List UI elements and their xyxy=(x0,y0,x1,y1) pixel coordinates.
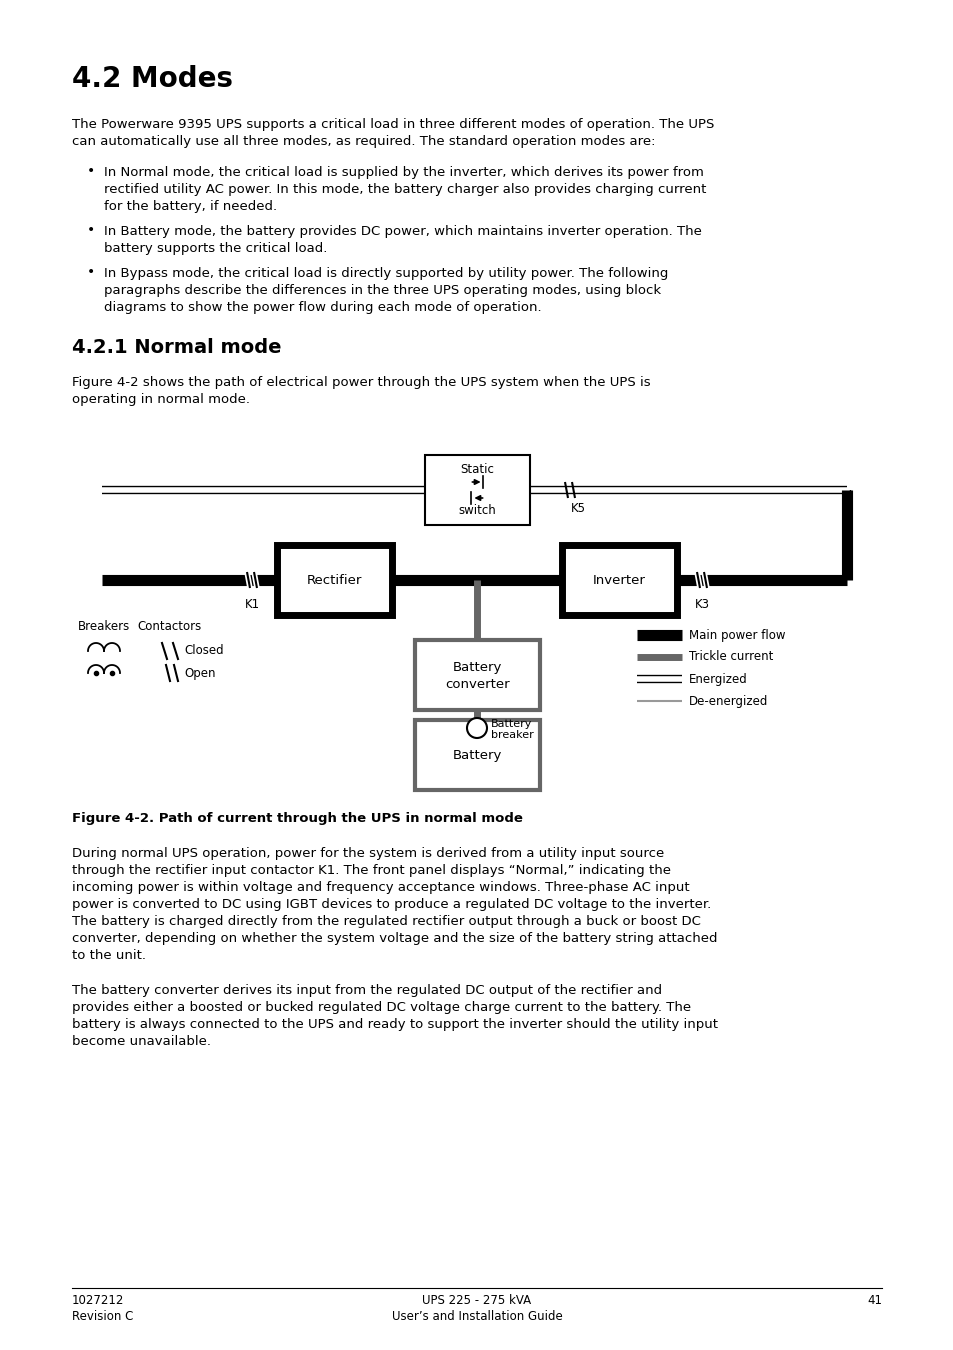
Text: to the unit.: to the unit. xyxy=(71,949,146,963)
Text: battery is always connected to the UPS and ready to support the inverter should : battery is always connected to the UPS a… xyxy=(71,1018,718,1031)
Circle shape xyxy=(467,718,486,738)
Text: In Battery mode, the battery provides DC power, which maintains inverter operati: In Battery mode, the battery provides DC… xyxy=(104,225,701,238)
Text: converter, depending on whether the system voltage and the size of the battery s: converter, depending on whether the syst… xyxy=(71,931,717,945)
Bar xyxy=(276,545,392,616)
Text: Static: Static xyxy=(460,463,494,477)
Text: The battery converter derives its input from the regulated DC output of the rect: The battery converter derives its input … xyxy=(71,984,661,998)
Text: for the battery, if needed.: for the battery, if needed. xyxy=(104,200,276,213)
Text: through the rectifier input contactor K1. The front panel displays “Normal,” ind: through the rectifier input contactor K1… xyxy=(71,864,670,878)
Bar xyxy=(415,640,539,710)
Text: rectified utility AC power. In this mode, the battery charger also provides char: rectified utility AC power. In this mode… xyxy=(104,184,705,196)
Text: De-energized: De-energized xyxy=(688,694,767,707)
Text: battery supports the critical load.: battery supports the critical load. xyxy=(104,242,327,255)
Text: 4.2 Modes: 4.2 Modes xyxy=(71,65,233,93)
Text: The battery is charged directly from the regulated rectifier output through a bu: The battery is charged directly from the… xyxy=(71,915,700,927)
Text: •: • xyxy=(87,163,95,178)
Text: can automatically use all three modes, as required. The standard operation modes: can automatically use all three modes, a… xyxy=(71,135,655,148)
Text: diagrams to show the power flow during each mode of operation.: diagrams to show the power flow during e… xyxy=(104,301,541,315)
Text: The Powerware 9395 UPS supports a critical load in three different modes of oper: The Powerware 9395 UPS supports a critic… xyxy=(71,117,714,131)
Text: converter: converter xyxy=(445,678,509,690)
Text: Inverter: Inverter xyxy=(593,574,645,586)
Text: Battery: Battery xyxy=(491,720,532,729)
Text: Rectifier: Rectifier xyxy=(307,574,362,586)
Text: •: • xyxy=(87,223,95,238)
Text: Battery: Battery xyxy=(453,748,501,761)
Text: become unavailable.: become unavailable. xyxy=(71,1035,211,1048)
Text: Revision C: Revision C xyxy=(71,1310,133,1323)
Text: 41: 41 xyxy=(866,1295,882,1307)
Bar xyxy=(561,545,677,616)
Text: K5: K5 xyxy=(570,502,585,514)
Text: 1027212: 1027212 xyxy=(71,1295,124,1307)
Text: •: • xyxy=(87,265,95,279)
Text: Figure 4-2 shows the path of electrical power through the UPS system when the UP: Figure 4-2 shows the path of electrical … xyxy=(71,377,650,389)
Text: Main power flow: Main power flow xyxy=(688,629,784,641)
Text: Battery: Battery xyxy=(453,662,501,675)
Bar xyxy=(415,720,539,790)
Text: switch: switch xyxy=(458,504,496,517)
Text: breaker: breaker xyxy=(491,730,533,740)
Text: Closed: Closed xyxy=(184,644,223,657)
Text: Breakers: Breakers xyxy=(78,620,130,633)
Text: Figure 4-2. Path of current through the UPS in normal mode: Figure 4-2. Path of current through the … xyxy=(71,811,522,825)
Text: paragraphs describe the differences in the three UPS operating modes, using bloc: paragraphs describe the differences in t… xyxy=(104,284,660,297)
Text: In Normal mode, the critical load is supplied by the inverter, which derives its: In Normal mode, the critical load is sup… xyxy=(104,166,703,180)
Text: Trickle current: Trickle current xyxy=(688,651,773,663)
Text: In Bypass mode, the critical load is directly supported by utility power. The fo: In Bypass mode, the critical load is dir… xyxy=(104,267,668,279)
Text: Open: Open xyxy=(184,667,215,679)
Text: 4.2.1 Normal mode: 4.2.1 Normal mode xyxy=(71,338,281,356)
Text: incoming power is within voltage and frequency acceptance windows. Three-phase A: incoming power is within voltage and fre… xyxy=(71,882,689,894)
Text: During normal UPS operation, power for the system is derived from a utility inpu: During normal UPS operation, power for t… xyxy=(71,846,663,860)
Text: K3: K3 xyxy=(694,598,709,612)
Text: Energized: Energized xyxy=(688,672,747,686)
Text: Contactors: Contactors xyxy=(138,620,202,633)
Bar xyxy=(424,455,530,525)
Text: power is converted to DC using IGBT devices to produce a regulated DC voltage to: power is converted to DC using IGBT devi… xyxy=(71,898,711,911)
Text: K1: K1 xyxy=(244,598,259,612)
Text: provides either a boosted or bucked regulated DC voltage charge current to the b: provides either a boosted or bucked regu… xyxy=(71,1000,690,1014)
Text: UPS 225 - 275 kVA: UPS 225 - 275 kVA xyxy=(422,1295,531,1307)
Text: operating in normal mode.: operating in normal mode. xyxy=(71,393,250,406)
Text: User’s and Installation Guide: User’s and Installation Guide xyxy=(392,1310,561,1323)
